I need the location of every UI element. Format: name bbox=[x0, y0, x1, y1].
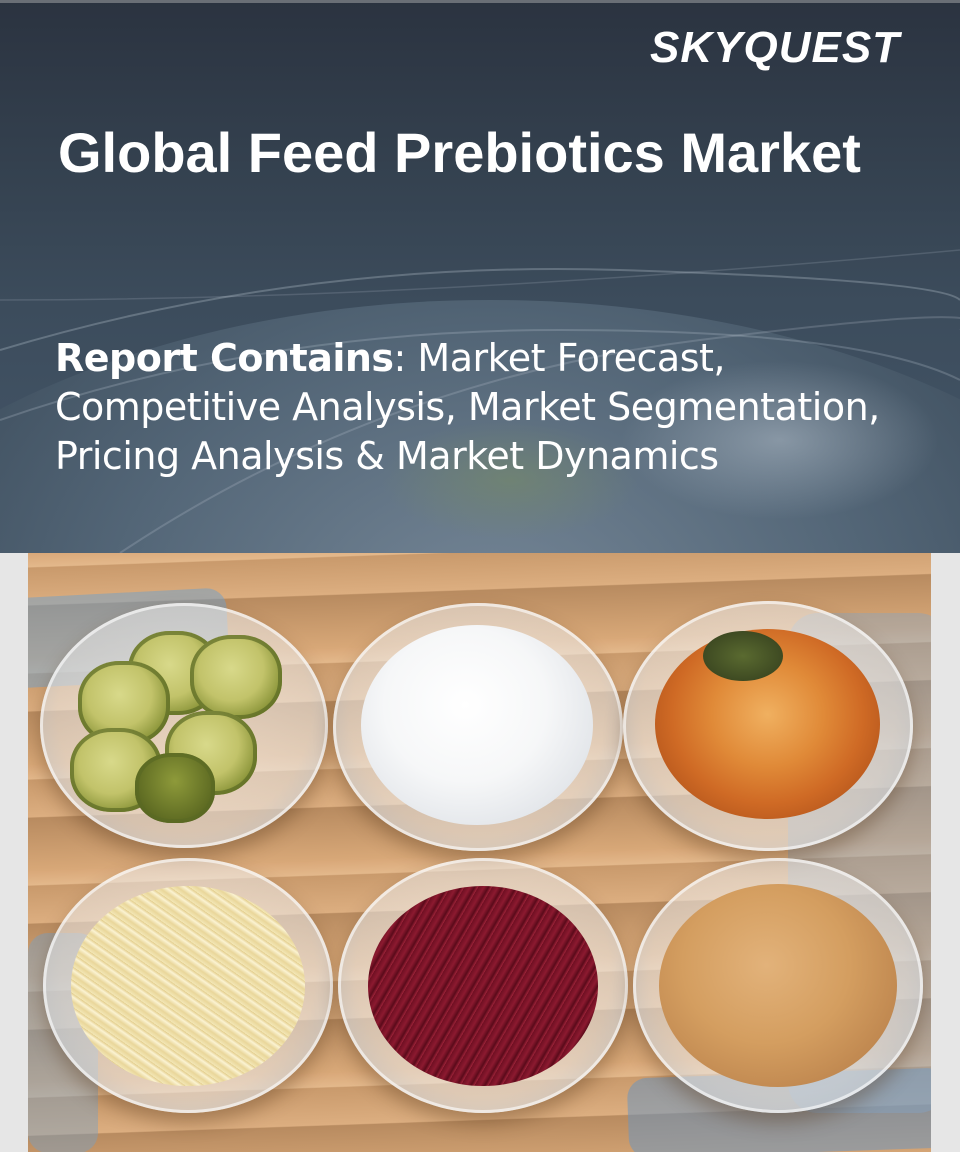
globe-landmass bbox=[380, 420, 640, 540]
sauerkraut-bowl bbox=[43, 858, 333, 1113]
broth-bowl bbox=[633, 858, 923, 1113]
top-border bbox=[0, 0, 960, 3]
kimchi-bowl bbox=[623, 601, 913, 851]
beet-bowl bbox=[338, 858, 628, 1113]
pickles-bowl bbox=[40, 603, 328, 848]
hero-banner: SKYQUEST Global Feed Prebiotics Market R… bbox=[0, 0, 960, 553]
report-contains-text: : Market Forecast, Competitive Analysis,… bbox=[55, 336, 880, 478]
report-contents: Report Contains: Market Forecast, Compet… bbox=[55, 334, 905, 481]
skyquest-logo[interactable]: SKYQUEST bbox=[650, 23, 901, 72]
report-contains-label: Report Contains bbox=[55, 336, 394, 380]
globe-clouds bbox=[620, 360, 940, 520]
fermented-food-bowls-photo bbox=[28, 553, 931, 1152]
network-lines-decoration bbox=[0, 249, 960, 553]
yogurt-bowl bbox=[333, 603, 623, 851]
report-title: Global Feed Prebiotics Market bbox=[58, 121, 861, 184]
